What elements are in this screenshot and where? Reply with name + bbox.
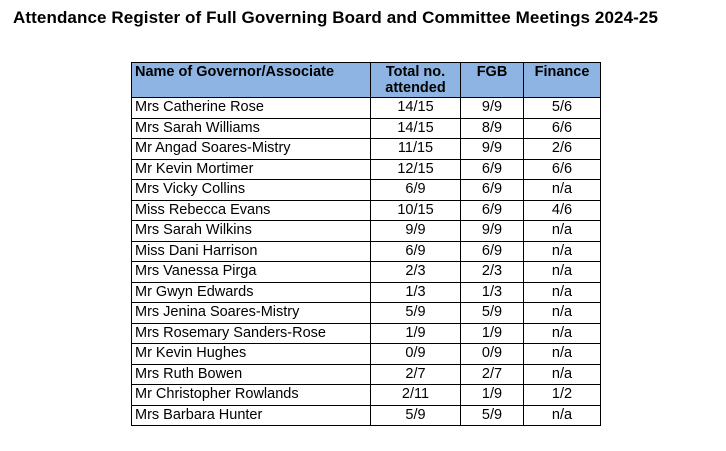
governor-name-cell: Mrs Vanessa Pirga — [131, 261, 371, 283]
attendance-value-cell: 2/6 — [523, 138, 601, 160]
table-header: Name of Governor/Associate Total no. att… — [131, 62, 601, 98]
attendance-value-cell: 2/7 — [460, 363, 524, 385]
attendance-value-cell: n/a — [523, 220, 601, 242]
attendance-value-cell: 0/9 — [460, 343, 524, 365]
attendance-value-cell: 2/11 — [370, 384, 461, 406]
attendance-value-cell: 2/3 — [460, 261, 524, 283]
table-row: Mr Kevin Hughes 0/9 0/9 n/a — [131, 343, 601, 365]
column-header-name: Name of Governor/Associate — [131, 62, 371, 98]
attendance-value-cell: 9/9 — [460, 138, 524, 160]
column-header-finance: Finance — [523, 62, 601, 98]
attendance-value-cell: 10/15 — [370, 199, 461, 221]
governor-name-cell: Mrs Sarah Wilkins — [131, 220, 371, 242]
attendance-value-cell: 11/15 — [370, 138, 461, 160]
attendance-value-cell: 5/9 — [370, 404, 461, 426]
column-header-fgb: FGB — [460, 62, 524, 98]
table-body: Mrs Catherine Rose 14/15 9/9 5/6 Mrs Sarah W… — [131, 97, 601, 426]
table-row: Mrs Catherine Rose 14/15 9/9 5/6 — [131, 97, 601, 119]
attendance-value-cell: 8/9 — [460, 117, 524, 139]
governor-name-cell: Mr Christopher Rowlands — [131, 384, 371, 406]
table-row: Mr Angad Soares-Mistry 11/15 9/9 2/6 — [131, 138, 601, 160]
attendance-value-cell: 9/9 — [370, 220, 461, 242]
governor-name-cell: Mrs Ruth Bowen — [131, 363, 371, 385]
table-row: Mr Gwyn Edwards 1/3 1/3 n/a — [131, 281, 601, 303]
governor-name-cell: Mr Gwyn Edwards — [131, 281, 371, 303]
attendance-value-cell: 14/15 — [370, 117, 461, 139]
table-row: Mrs Barbara Hunter 5/9 5/9 n/a — [131, 404, 601, 426]
governor-name-cell: Mrs Jenina Soares-Mistry — [131, 302, 371, 324]
attendance-value-cell: n/a — [523, 179, 601, 201]
governor-name-cell: Miss Rebecca Evans — [131, 199, 371, 221]
attendance-value-cell: 2/7 — [370, 363, 461, 385]
attendance-value-cell: n/a — [523, 302, 601, 324]
attendance-value-cell: 6/9 — [460, 158, 524, 180]
attendance-value-cell: 2/3 — [370, 261, 461, 283]
page-title: Attendance Register of Full Governing Bo… — [13, 8, 659, 27]
table-row: Mr Christopher Rowlands 2/11 1/9 1/2 — [131, 384, 601, 406]
governor-name-cell: Mrs Rosemary Sanders-Rose — [131, 322, 371, 344]
attendance-value-cell: 9/9 — [460, 97, 524, 119]
attendance-value-cell: 6/9 — [370, 240, 461, 262]
attendance-value-cell: 6/9 — [370, 179, 461, 201]
attendance-value-cell: 6/6 — [523, 158, 601, 180]
attendance-value-cell: 1/2 — [523, 384, 601, 406]
table-row: Mrs Sarah Wilkins 9/9 9/9 n/a — [131, 220, 601, 242]
table-row: Mrs Sarah Williams 14/15 8/9 6/6 — [131, 117, 601, 139]
attendance-value-cell: 6/6 — [523, 117, 601, 139]
governor-name-cell: Mr Angad Soares-Mistry — [131, 138, 371, 160]
table-row: Mrs Rosemary Sanders-Rose 1/9 1/9 n/a — [131, 322, 601, 344]
attendance-value-cell: 6/9 — [460, 179, 524, 201]
attendance-value-cell: n/a — [523, 404, 601, 426]
governor-name-cell: Mrs Vicky Collins — [131, 179, 371, 201]
governor-name-cell: Miss Dani Harrison — [131, 240, 371, 262]
table-row: Mrs Ruth Bowen 2/7 2/7 n/a — [131, 363, 601, 385]
attendance-value-cell: n/a — [523, 363, 601, 385]
governor-name-cell: Mr Kevin Mortimer — [131, 158, 371, 180]
attendance-value-cell: n/a — [523, 322, 601, 344]
attendance-value-cell: 4/6 — [523, 199, 601, 221]
attendance-value-cell: n/a — [523, 240, 601, 262]
attendance-value-cell: n/a — [523, 281, 601, 303]
governor-name-cell: Mr Kevin Hughes — [131, 343, 371, 365]
attendance-value-cell: 5/9 — [370, 302, 461, 324]
governor-name-cell: Mrs Sarah Williams — [131, 117, 371, 139]
table-row: Mr Kevin Mortimer 12/15 6/9 6/6 — [131, 158, 601, 180]
governor-name-cell: Mrs Catherine Rose — [131, 97, 371, 119]
attendance-value-cell: 1/9 — [370, 322, 461, 344]
attendance-value-cell: 6/9 — [460, 199, 524, 221]
attendance-value-cell: 5/9 — [460, 404, 524, 426]
attendance-value-cell: 5/9 — [460, 302, 524, 324]
attendance-value-cell: 1/9 — [460, 322, 524, 344]
attendance-value-cell: n/a — [523, 343, 601, 365]
table-row: Mrs Vanessa Pirga 2/3 2/3 n/a — [131, 261, 601, 283]
attendance-value-cell: 5/6 — [523, 97, 601, 119]
attendance-value-cell: n/a — [523, 261, 601, 283]
attendance-value-cell: 1/3 — [460, 281, 524, 303]
governor-name-cell: Mrs Barbara Hunter — [131, 404, 371, 426]
column-header-total-attended: Total no. attended — [370, 62, 461, 98]
attendance-value-cell: 14/15 — [370, 97, 461, 119]
table-row: Miss Rebecca Evans 10/15 6/9 4/6 — [131, 199, 601, 221]
attendance-value-cell: 12/15 — [370, 158, 461, 180]
attendance-value-cell: 6/9 — [460, 240, 524, 262]
table-row: Mrs Vicky Collins 6/9 6/9 n/a — [131, 179, 601, 201]
table-row: Mrs Jenina Soares-Mistry 5/9 5/9 n/a — [131, 302, 601, 324]
attendance-value-cell: 0/9 — [370, 343, 461, 365]
table-row: Miss Dani Harrison 6/9 6/9 n/a — [131, 240, 601, 262]
attendance-value-cell: 9/9 — [460, 220, 524, 242]
attendance-value-cell: 1/3 — [370, 281, 461, 303]
header-row: Name of Governor/Associate Total no. att… — [131, 62, 601, 98]
attendance-value-cell: 1/9 — [460, 384, 524, 406]
attendance-table: Name of Governor/Associate Total no. att… — [131, 62, 601, 426]
